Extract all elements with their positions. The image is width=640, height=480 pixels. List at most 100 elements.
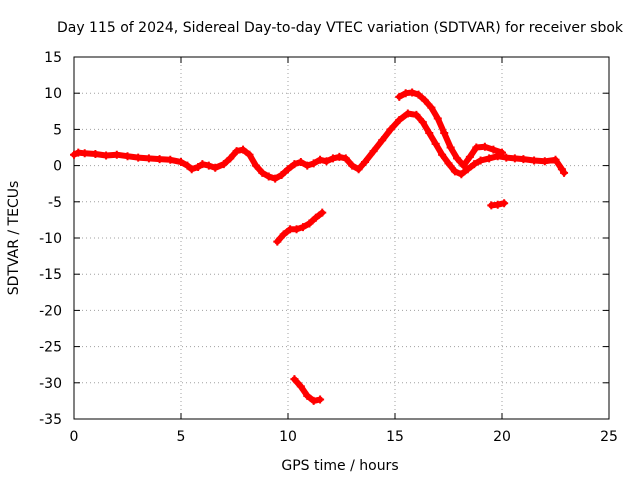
axis-ticks [73,56,610,420]
y-tick-label: -35 [39,412,62,428]
data-point [211,163,220,172]
data-point [264,172,273,181]
data-point [279,230,288,239]
data-point [80,149,89,158]
data-point [485,154,494,163]
data-point [316,155,325,164]
data-point [112,150,121,159]
data-point [354,165,363,174]
data-point [378,136,387,145]
data-point [305,219,314,228]
data-point [198,160,207,169]
data-point [500,199,509,208]
data-point [361,157,370,166]
data-point [144,154,153,163]
data-point [296,382,305,391]
data-point [177,157,185,166]
y-tick-label: -25 [39,340,62,356]
data-point [226,154,235,163]
data-point [251,161,260,170]
data-point [273,237,282,246]
data-point [476,156,485,165]
data-point [232,147,241,156]
data-point [540,157,549,166]
data-point [465,152,474,161]
series-upper-arc [395,88,506,170]
data-point [335,152,344,161]
data-point [290,160,299,169]
data-point [395,92,404,101]
data-point [123,152,132,161]
data-point [328,154,337,163]
data-point [258,168,267,177]
grid-lines [74,57,609,419]
data-point [194,163,203,172]
data-point [348,161,357,170]
data-point [322,157,331,166]
data-point [91,150,100,159]
data-point [502,153,511,162]
data-point [438,150,447,159]
data-point [395,115,404,124]
data-point [450,167,459,176]
x-tick-label: 25 [600,429,618,445]
data-point [453,154,462,163]
y-tick-label: 15 [44,50,62,66]
x-tick-labels: 0 5 10 15 20 25 [70,429,618,445]
series-right-low-segment [487,199,509,210]
data-point [239,145,248,154]
data-point [489,145,498,154]
series-mid-low-segment [273,208,327,246]
x-tick-label: 0 [70,429,79,445]
data-point [290,375,299,384]
data-point [427,103,436,112]
data-point [277,171,286,180]
data-point [102,151,111,160]
data-point [155,155,164,164]
data-point [463,165,472,174]
y-tick-label: -15 [39,267,62,283]
data-point [498,148,506,157]
data-point [204,161,213,170]
data-point [296,157,305,166]
data-point [166,155,175,164]
data-point [560,168,569,177]
data-point [425,129,434,138]
data-point [386,125,395,134]
data-point [530,156,539,165]
y-tick-label: -5 [48,195,62,211]
y-tick-label: 0 [53,159,62,175]
y-axis-label: SDTVAR / TECUs [6,181,22,296]
data-point [440,129,449,138]
data-point [341,154,350,163]
data-point [309,396,318,405]
data-point [412,110,421,119]
data-point [414,90,423,99]
series-main-trace [70,109,569,183]
x-tick-label: 15 [386,429,404,445]
chart-title: Day 115 of 2024, Sidereal Day-to-day VTE… [57,20,624,36]
data-point [457,170,466,179]
x-tick-label: 10 [279,429,297,445]
data-point [446,143,455,152]
data-point [303,161,312,170]
data-point [510,154,519,163]
data-point [318,208,327,217]
series-bottom-segment [290,375,325,405]
x-tick-label: 5 [177,429,186,445]
data-point [470,160,479,169]
data-point [245,150,254,159]
data-point [551,155,560,164]
data-point [480,142,489,151]
data-point [316,395,325,404]
data-point [134,153,143,162]
data-point [519,155,528,164]
data-point [369,147,378,156]
data-point [70,150,78,159]
x-tick-label: 20 [493,429,511,445]
y-tick-label: -30 [39,376,62,392]
data-point [408,88,417,97]
y-tick-labels: 15 10 5 0 -5 -10 -15 -20 -25 -30 -35 [39,50,62,428]
data-points [70,88,569,405]
